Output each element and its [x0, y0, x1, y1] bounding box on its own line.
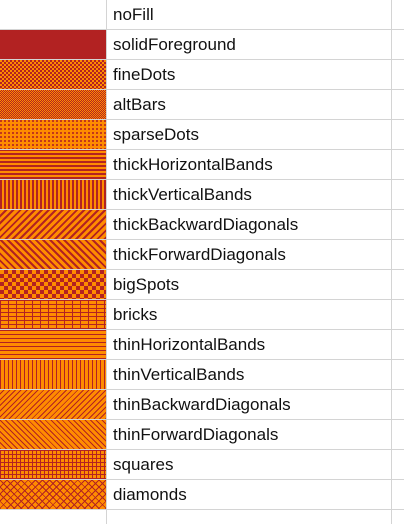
empty-cell[interactable] — [392, 480, 404, 509]
pattern-name-cell[interactable]: thickBackwardDiagonals — [113, 215, 299, 234]
table-row: bricks — [0, 300, 404, 330]
table-row: thickBackwardDiagonals — [0, 210, 404, 240]
row-gridline — [0, 329, 404, 330]
row-gridline — [0, 119, 404, 120]
fill-swatch-cell[interactable] — [0, 360, 106, 389]
row-gridline — [0, 29, 404, 30]
column-divider-a — [106, 0, 107, 524]
row-gridline — [0, 59, 404, 60]
pattern-name-cell[interactable]: sparseDots — [113, 125, 199, 144]
fill-swatch-cell[interactable] — [0, 450, 106, 479]
empty-cell[interactable] — [392, 0, 404, 29]
column-divider-b — [391, 0, 392, 524]
row-gridline — [0, 239, 404, 240]
table-row: thinForwardDiagonals — [0, 420, 404, 450]
empty-cell[interactable] — [392, 390, 404, 419]
row-gridline — [0, 179, 404, 180]
table-row: thinBackwardDiagonals — [0, 390, 404, 420]
table-row: sparseDots — [0, 120, 404, 150]
row-gridline — [0, 299, 404, 300]
fill-swatch-cell[interactable] — [0, 240, 106, 269]
row-gridline — [0, 449, 404, 450]
row-gridline — [0, 509, 404, 510]
table-row: thinHorizontalBands — [0, 330, 404, 360]
fill-swatch-cell[interactable] — [0, 120, 106, 149]
empty-cell[interactable] — [392, 270, 404, 299]
fill-swatch-cell[interactable] — [0, 390, 106, 419]
fill-swatch-cell[interactable] — [0, 330, 106, 359]
table-row: altBars — [0, 90, 404, 120]
fill-swatch-cell[interactable] — [0, 150, 106, 179]
empty-cell[interactable] — [392, 210, 404, 239]
fill-swatch-cell[interactable] — [0, 300, 106, 329]
fill-swatch-cell[interactable] — [0, 420, 106, 449]
empty-cell[interactable] — [392, 240, 404, 269]
row-gridline — [0, 389, 404, 390]
empty-cell[interactable] — [392, 30, 404, 59]
table-row: bigSpots — [0, 270, 404, 300]
pattern-name-cell[interactable]: diamonds — [113, 485, 187, 504]
empty-cell[interactable] — [392, 450, 404, 479]
empty-cell[interactable] — [392, 90, 404, 119]
fill-swatch-cell[interactable] — [0, 0, 106, 29]
fill-swatch-cell[interactable] — [0, 210, 106, 239]
pattern-name-cell[interactable]: thinVerticalBands — [113, 365, 245, 384]
row-gridline — [0, 149, 404, 150]
pattern-name-cell[interactable]: thinHorizontalBands — [113, 335, 266, 354]
table-row: solidForeground — [0, 30, 404, 60]
row-gridline — [0, 269, 404, 270]
empty-cell[interactable] — [392, 330, 404, 359]
empty-cell[interactable] — [392, 150, 404, 179]
empty-cell[interactable] — [392, 60, 404, 89]
row-gridline — [0, 89, 404, 90]
pattern-name-cell[interactable]: thickVerticalBands — [113, 185, 252, 204]
row-gridline — [0, 419, 404, 420]
empty-cell[interactable] — [392, 300, 404, 329]
table-row: thickVerticalBands — [0, 180, 404, 210]
pattern-name-cell[interactable]: noFill — [113, 5, 154, 24]
pattern-name-cell[interactable]: solidForeground — [113, 35, 236, 54]
pattern-name-cell[interactable]: thickHorizontalBands — [113, 155, 273, 174]
table-row: thickHorizontalBands — [0, 150, 404, 180]
empty-cell[interactable] — [392, 360, 404, 389]
row-gridline — [0, 359, 404, 360]
fill-swatch-cell[interactable] — [0, 480, 106, 509]
empty-cell[interactable] — [392, 180, 404, 209]
pattern-name-cell[interactable]: altBars — [113, 95, 166, 114]
row-gridline — [0, 209, 404, 210]
pattern-name-cell[interactable]: thinBackwardDiagonals — [113, 395, 291, 414]
fill-swatch-cell[interactable] — [0, 30, 106, 59]
fill-swatch-cell[interactable] — [0, 90, 106, 119]
fill-swatch-cell[interactable] — [0, 60, 106, 89]
table-row: thickForwardDiagonals — [0, 240, 404, 270]
row-gridline — [0, 479, 404, 480]
pattern-name-cell[interactable]: bricks — [113, 305, 158, 324]
pattern-name-cell[interactable]: thickForwardDiagonals — [113, 245, 286, 264]
pattern-name-cell[interactable]: bigSpots — [113, 275, 180, 294]
table-row: diamonds — [0, 480, 404, 510]
table-row: thinVerticalBands — [0, 360, 404, 390]
pattern-name-cell[interactable]: squares — [113, 455, 174, 474]
table-row: squares — [0, 450, 404, 480]
table-row: noFill — [0, 0, 404, 30]
fill-swatch-cell[interactable] — [0, 180, 106, 209]
empty-cell[interactable] — [392, 120, 404, 149]
pattern-name-cell[interactable]: thinForwardDiagonals — [113, 425, 279, 444]
table-row: fineDots — [0, 60, 404, 90]
pattern-name-cell[interactable]: fineDots — [113, 65, 176, 84]
empty-cell[interactable] — [392, 420, 404, 449]
fill-swatch-cell[interactable] — [0, 270, 106, 299]
